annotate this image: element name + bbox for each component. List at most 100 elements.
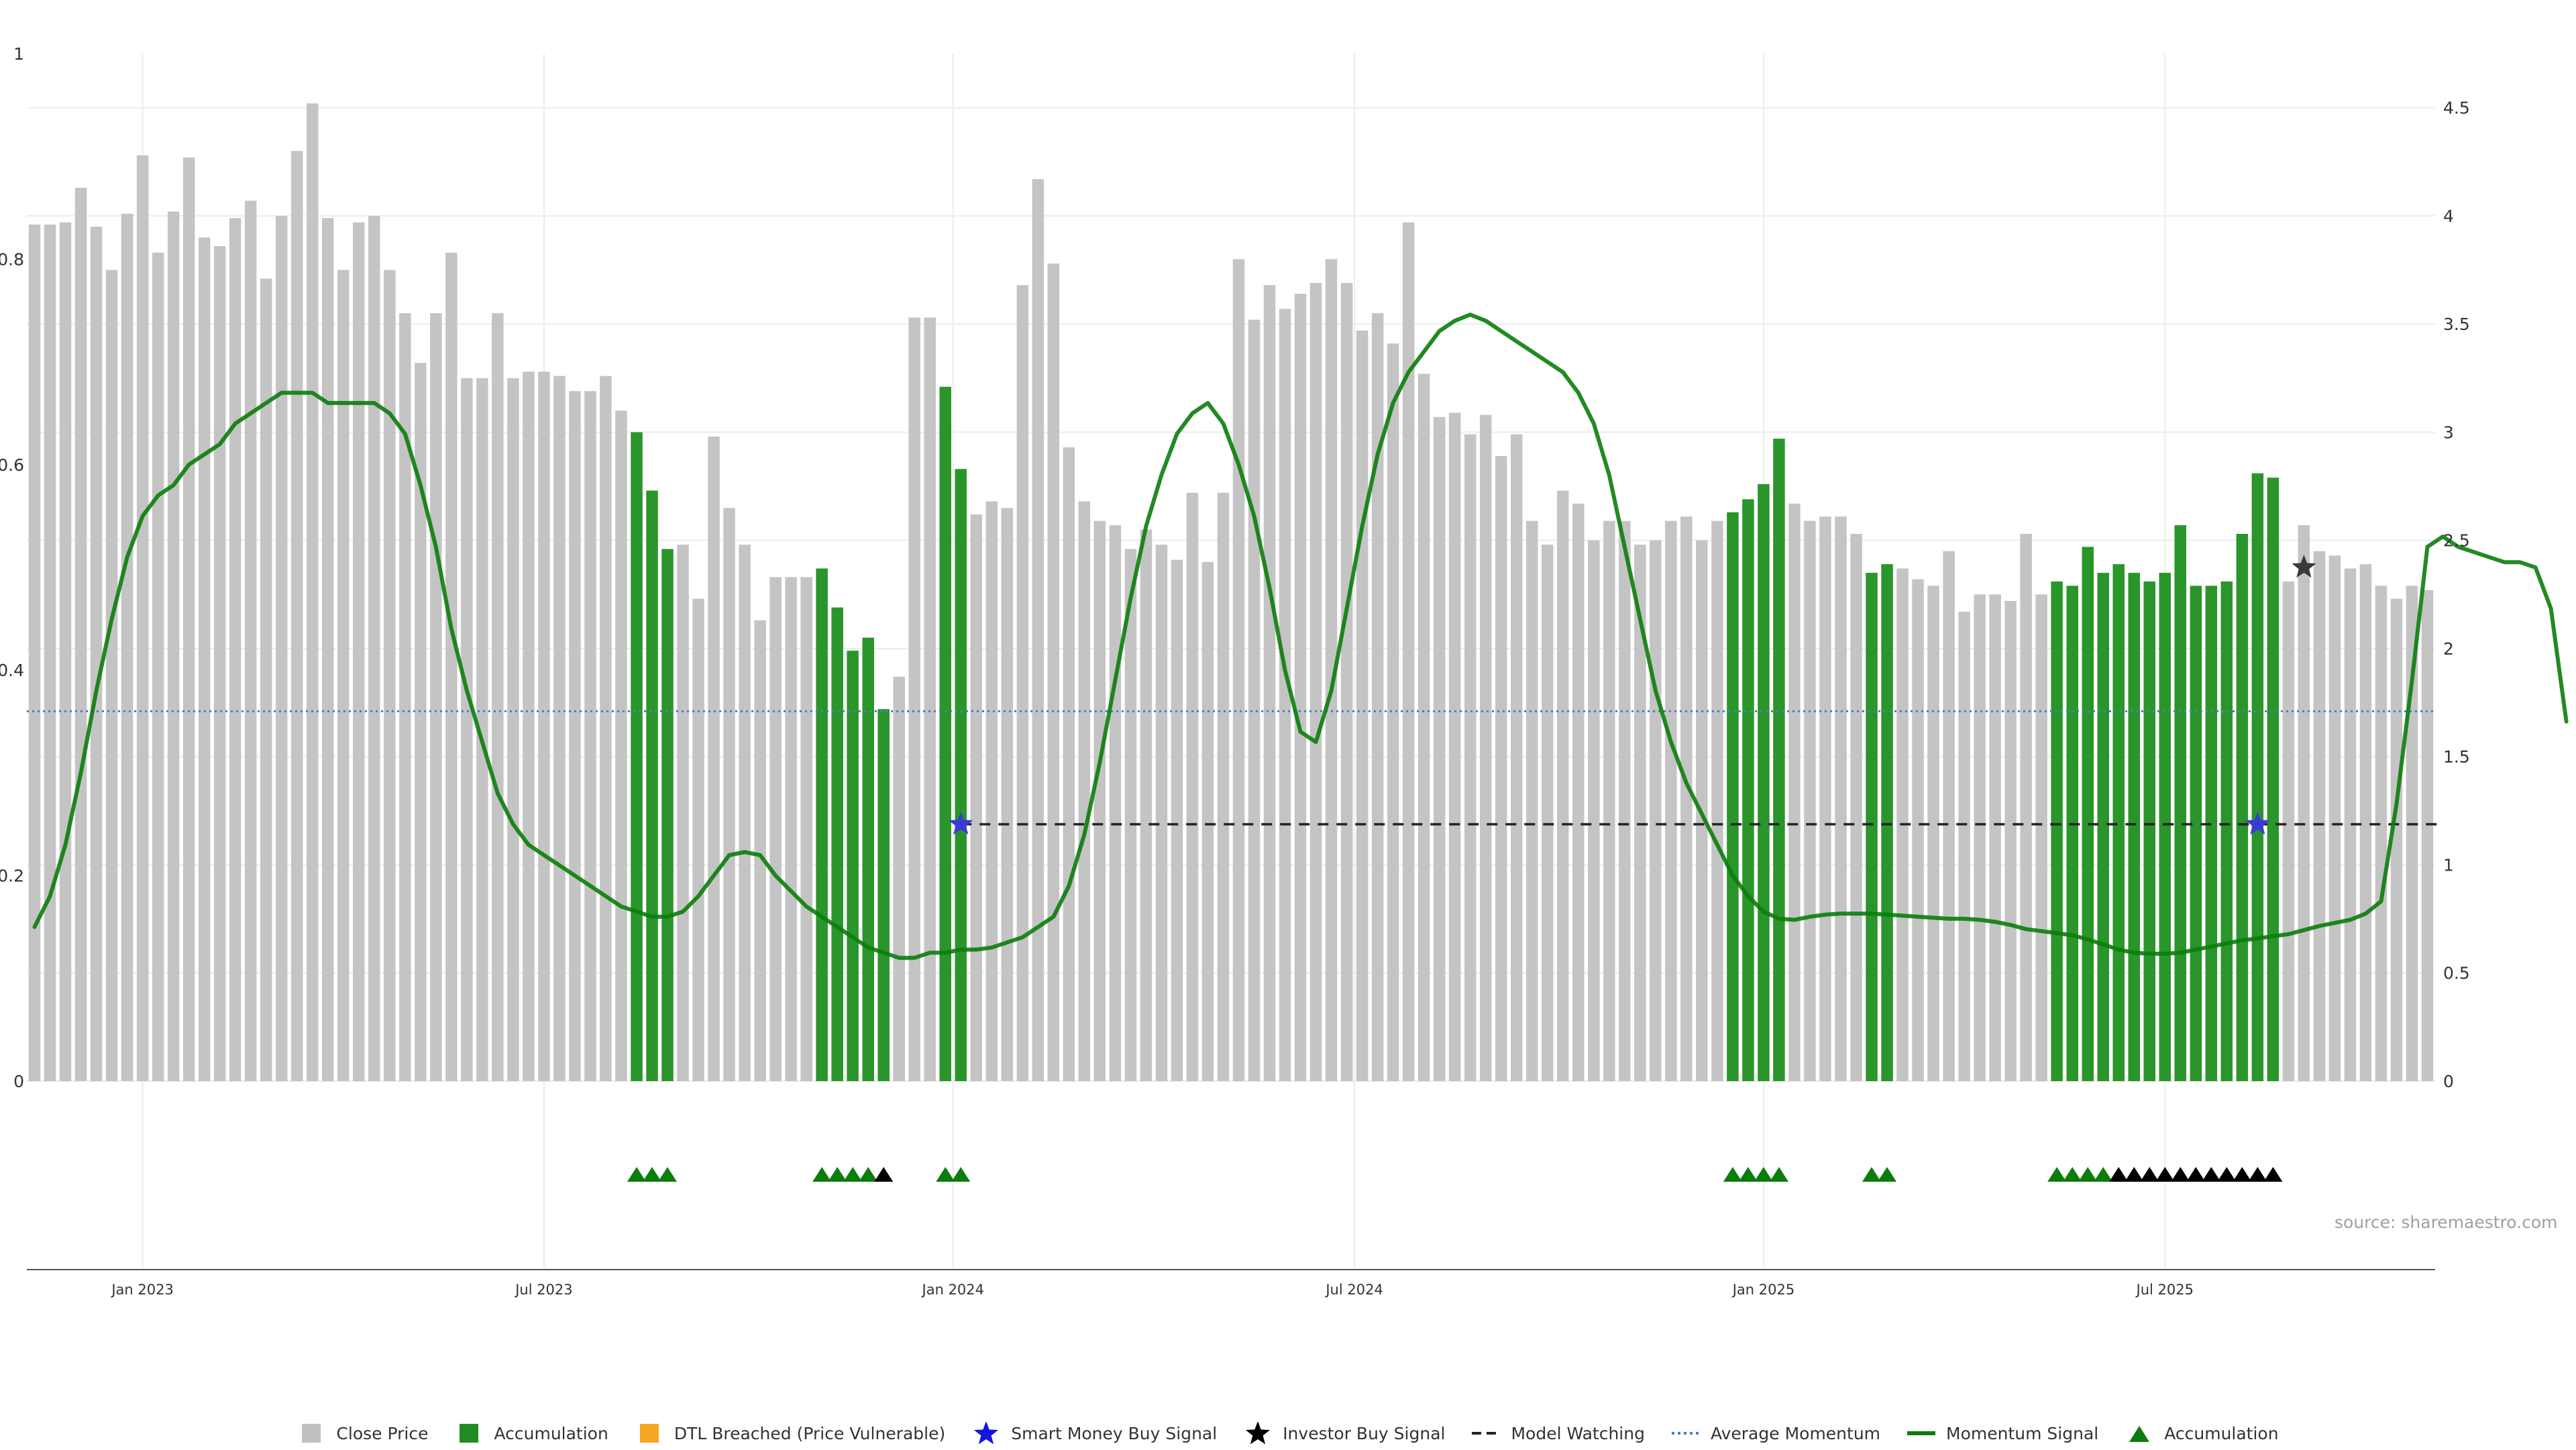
close-price-bar: [1989, 594, 2001, 1081]
close-price-bar: [785, 577, 797, 1081]
signal-lines: [27, 313, 2569, 960]
close-price-bar: [1001, 508, 1014, 1081]
close-price-bar: [2020, 534, 2032, 1081]
accumulation-triangle: [2047, 1167, 2067, 1182]
close-price-bar: [800, 577, 812, 1081]
right-axis-tick-label: 2: [2443, 639, 2454, 659]
accumulation-bar: [2174, 525, 2186, 1081]
close-price-bar: [1804, 520, 1816, 1081]
legend-label: Model Watching: [1511, 1423, 1645, 1443]
right-axis-tick-label: 3.5: [2443, 315, 2470, 334]
right-axis-tick-label: 0.5: [2443, 964, 2470, 983]
close-price-bar: [167, 211, 180, 1081]
close-price-bar: [1078, 501, 1091, 1081]
close-price-bar: [1340, 282, 1353, 1081]
close-price-bar: [44, 224, 56, 1081]
signal-markers: [627, 555, 2316, 1182]
close-price-bar: [1201, 561, 1214, 1081]
left-axis-tick-label: 0.6: [0, 455, 24, 475]
close-price-bar: [2282, 581, 2295, 1081]
close-price-bar: [399, 313, 411, 1081]
accumulation-bar: [877, 709, 890, 1081]
close-price-bar: [2328, 555, 2341, 1081]
close-price-bar: [970, 514, 982, 1081]
accumulation-bar: [2159, 573, 2171, 1081]
legend-item: Momentum Signal: [1907, 1422, 2098, 1445]
investor-triangle: [874, 1167, 894, 1182]
close-price-bar: [2004, 601, 2017, 1081]
investor-triangle: [2140, 1167, 2159, 1182]
legend-square: [302, 1424, 321, 1443]
close-price-bar: [476, 378, 488, 1081]
legend-label: Investor Buy Signal: [1283, 1423, 1446, 1443]
right-axis-tick-label: 3: [2443, 423, 2454, 442]
close-price-bar: [105, 270, 118, 1081]
close-price-bar: [893, 676, 905, 1081]
close-price-bar: [1232, 259, 1245, 1081]
close-price-bar: [2344, 568, 2357, 1081]
accumulation-bar: [1881, 564, 1893, 1081]
close-price-bar: [1387, 343, 1399, 1082]
accumulation-bar: [661, 549, 674, 1081]
close-price-bar: [1448, 412, 1461, 1081]
close-price-bar: [229, 218, 241, 1082]
close-price-bar: [1711, 520, 1723, 1081]
accumulation-bar: [2220, 581, 2233, 1081]
close-price-bar: [1974, 594, 1986, 1081]
legend-item: Smart Money Buy Signal: [972, 1422, 1217, 1445]
smart-money-buy-star: [949, 812, 973, 835]
left-axis-tick-label: 0: [13, 1072, 24, 1091]
close-price-bar: [1526, 520, 1538, 1081]
legend-symbol-dash: [1472, 1432, 1501, 1435]
close-price-bar: [1588, 540, 1600, 1081]
close-price-bar: [445, 252, 458, 1082]
accumulation-bar: [862, 637, 874, 1081]
close-price-bar: [1309, 282, 1322, 1081]
accumulation-triangle: [812, 1167, 832, 1182]
accumulation-bar: [2128, 573, 2140, 1081]
legend-item: Close Price: [297, 1422, 428, 1445]
x-axis-tick-label: Jul 2024: [1324, 1282, 1383, 1298]
legend-item: Investor Buy Signal: [1244, 1422, 1445, 1445]
investor-triangle: [2217, 1167, 2237, 1182]
close-price-bar: [198, 237, 211, 1082]
close-price-bar: [1557, 490, 1569, 1081]
accumulation-bar: [2051, 581, 2063, 1081]
right-axis-tick-label: 4.5: [2443, 99, 2470, 118]
legend-label: Accumulation: [2164, 1423, 2279, 1443]
accumulation-triangle: [2078, 1167, 2098, 1182]
accumulation-bar: [2112, 564, 2125, 1081]
close-price-bar: [2359, 564, 2372, 1081]
right-axis-tick-label: 0: [2443, 1072, 2454, 1091]
close-price-bar: [384, 270, 396, 1081]
right-axis-tick-label: 1.5: [2443, 747, 2470, 767]
accumulation-triangle: [1754, 1167, 1773, 1182]
accumulation-bar: [2251, 473, 2264, 1081]
close-price-bar: [1619, 520, 1631, 1081]
legend-symbol-square: [460, 1424, 479, 1443]
legend-star: [974, 1422, 999, 1445]
accumulation-triangle: [1770, 1167, 1788, 1182]
close-price-bar: [213, 246, 226, 1081]
axes: 0 0.2 0.4 0.6 0.8 1 0 0.5 1 1.5 2 2.5 3 3.5 4 4.5 Jan 20…: [0, 44, 2470, 1298]
close-price-bar: [244, 201, 257, 1081]
legend-label: Close Price: [336, 1423, 429, 1443]
close-price-bar: [1480, 414, 1492, 1081]
left-axis-tick-label: 0.4: [0, 661, 24, 680]
legend-item: Model Watching: [1472, 1422, 1645, 1445]
legend-triangle: [2129, 1426, 2150, 1442]
close-price-bar: [584, 391, 596, 1081]
close-price-bar: [353, 222, 365, 1082]
investor-triangle: [2155, 1167, 2175, 1182]
close-price-bar: [538, 372, 550, 1081]
investor-triangle: [2202, 1167, 2221, 1182]
x-axis-tick-label: Jan 2024: [921, 1282, 985, 1298]
legend-square: [460, 1424, 479, 1443]
legend-item: Average Momentum: [1671, 1422, 1880, 1445]
close-price-bar: [1572, 503, 1585, 1081]
investor-buy-star: [2292, 555, 2316, 578]
close-price-bar: [1819, 516, 1831, 1081]
accumulation-bar: [2143, 581, 2155, 1081]
close-price-bar: [1850, 534, 1862, 1081]
legend-item: Accumulation: [455, 1422, 608, 1445]
